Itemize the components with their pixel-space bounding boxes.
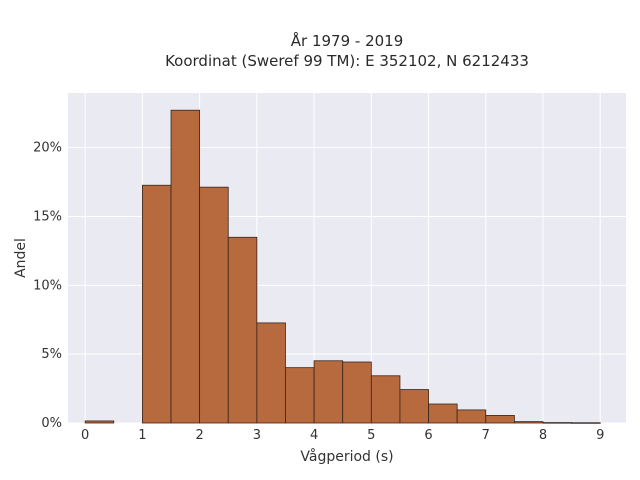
histogram-bar [199,186,229,424]
y-tick-label: 15% [33,209,62,224]
y-tick-label: 10% [33,278,62,293]
x-tick-label: 0 [81,428,89,443]
histogram-bar [456,409,487,424]
histogram-bar [514,421,544,424]
x-axis-label: Vågperiod (s) [300,448,393,465]
x-tick-label: 7 [482,428,490,443]
x-tick-label: 6 [424,428,432,443]
histogram-bar [571,422,601,424]
histogram-bar [170,109,201,424]
x-tick-label: 8 [539,428,547,443]
x-tick-label: 4 [310,428,318,443]
y-tick-label: 0% [41,416,62,431]
x-tick-label: 3 [253,428,261,443]
x-tick-label: 5 [367,428,375,443]
histogram-bar [141,184,172,424]
histogram-bar [285,367,315,424]
histogram-bar [227,236,258,424]
y-axis-ticks: 0% 5% 10% 15% 20% [33,141,62,431]
x-tick-label: 9 [596,428,604,443]
histogram-bar [342,361,372,424]
y-tick-label: 5% [41,347,62,362]
x-axis-ticks: 0 1 2 3 4 5 6 7 8 9 [81,428,604,443]
histogram-bar [399,389,429,424]
histogram-bar [542,422,573,424]
histogram-bars [84,109,601,424]
y-tick-label: 20% [33,141,62,156]
histogram-bar [428,403,458,424]
x-tick-label: 2 [195,428,203,443]
chart-title-line-1: År 1979 - 2019 [291,31,404,50]
histogram-bar [84,420,115,424]
x-tick-label: 1 [138,428,146,443]
histogram-bar [370,375,401,424]
y-axis-label: Andel [13,238,29,278]
histogram-bar [256,322,286,424]
chart-title-line-2: Koordinat (Sweref 99 TM): E 352102, N 62… [165,52,529,70]
histogram-bar [313,360,344,424]
histogram-bar [485,415,515,424]
